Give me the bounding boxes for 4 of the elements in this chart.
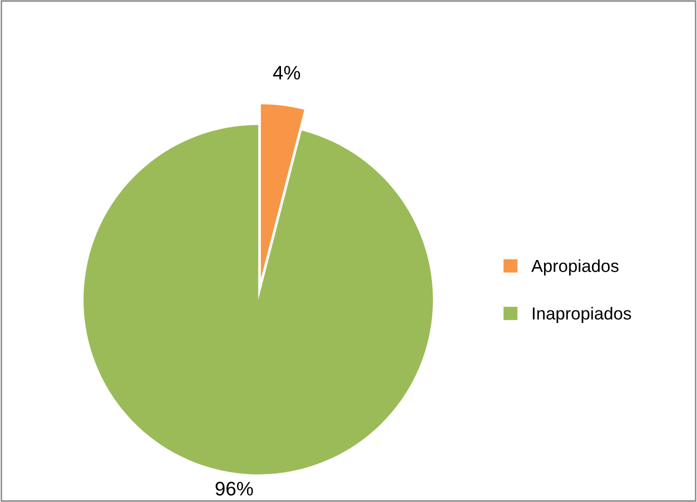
data-label: 4% bbox=[273, 66, 300, 80]
legend-label: Apropiados bbox=[531, 259, 619, 276]
data-label: 96% bbox=[216, 482, 253, 496]
legend-label: Inapropiados bbox=[532, 306, 632, 324]
